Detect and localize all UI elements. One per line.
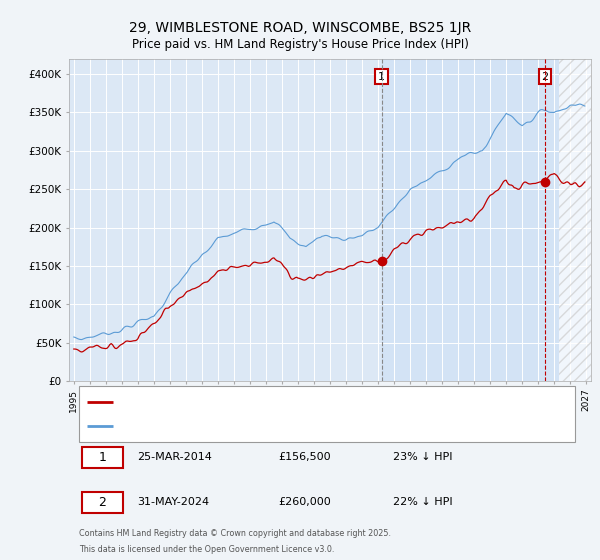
Text: HPI: Average price, semi-detached house, North Somerset: HPI: Average price, semi-detached house,… [121, 421, 406, 431]
Text: 29, WIMBLESTONE ROAD, WINSCOMBE, BS25 1JR: 29, WIMBLESTONE ROAD, WINSCOMBE, BS25 1J… [129, 21, 471, 35]
FancyBboxPatch shape [82, 447, 123, 468]
Text: 25-MAR-2014: 25-MAR-2014 [137, 452, 212, 462]
Text: 1: 1 [98, 451, 106, 464]
Text: 1: 1 [378, 72, 385, 82]
Text: £260,000: £260,000 [278, 497, 331, 507]
Text: 31-MAY-2024: 31-MAY-2024 [137, 497, 209, 507]
Text: Price paid vs. HM Land Registry's House Price Index (HPI): Price paid vs. HM Land Registry's House … [131, 38, 469, 50]
Text: Contains HM Land Registry data © Crown copyright and database right 2025.: Contains HM Land Registry data © Crown c… [79, 529, 391, 538]
Text: 29, WIMBLESTONE ROAD, WINSCOMBE, BS25 1JR (semi-detached house): 29, WIMBLESTONE ROAD, WINSCOMBE, BS25 1J… [121, 396, 479, 407]
Text: 23% ↓ HPI: 23% ↓ HPI [392, 452, 452, 462]
FancyBboxPatch shape [79, 386, 575, 442]
Text: 2: 2 [98, 496, 106, 509]
Text: This data is licensed under the Open Government Licence v3.0.: This data is licensed under the Open Gov… [79, 545, 335, 554]
Bar [382, 59, 591, 381]
Text: 22% ↓ HPI: 22% ↓ HPI [392, 497, 452, 507]
FancyBboxPatch shape [82, 492, 123, 513]
Text: 2: 2 [541, 72, 548, 82]
Text: £156,500: £156,500 [278, 452, 331, 462]
